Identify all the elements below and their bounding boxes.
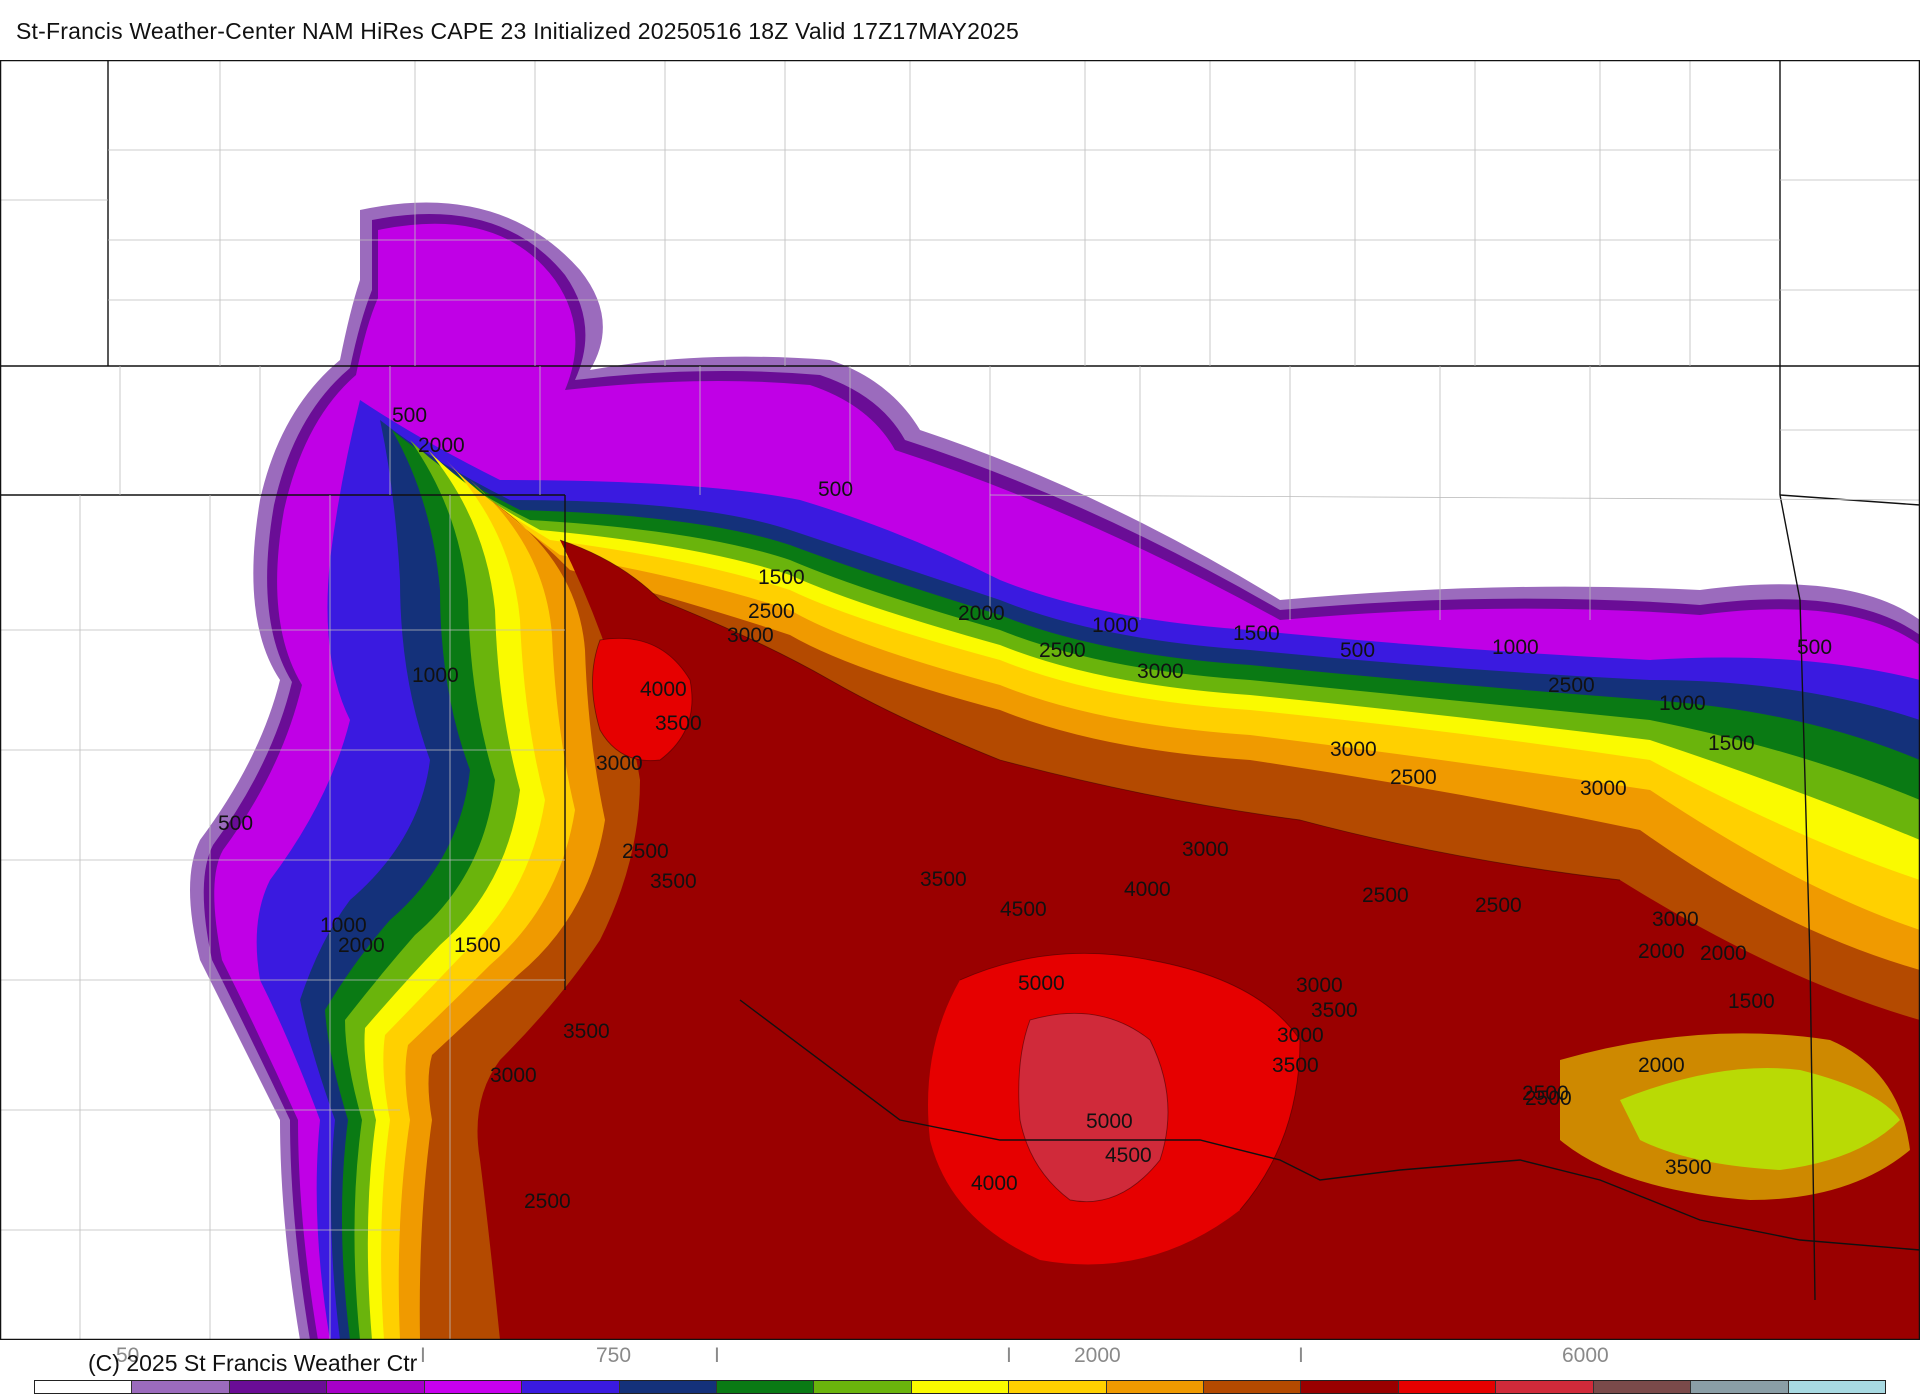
colorbar-swatch <box>522 1381 620 1393</box>
contour-label: 2500 <box>524 1190 571 1213</box>
copyright-text: (C) 2025 St Francis Weather Ctr <box>88 1350 418 1376</box>
contour-label: 1000 <box>412 664 459 687</box>
colorbar-swatch <box>1204 1381 1302 1393</box>
contour-label: 2500 <box>1525 1087 1572 1110</box>
contour-label: 5000 <box>1086 1110 1133 1133</box>
contour-label: 3000 <box>1182 838 1229 861</box>
contour-label: 2500 <box>1522 1082 1569 1105</box>
colorbar-tick: I <box>714 1344 720 1367</box>
colorbar-tick: 6000 <box>1562 1344 1609 1367</box>
contour-label: 2500 <box>1548 674 1595 697</box>
contour-label: 500 <box>218 812 253 835</box>
colorbar-swatch <box>1496 1381 1594 1393</box>
colorbar-swatch <box>1009 1381 1107 1393</box>
contour-label: 2000 <box>1700 942 1747 965</box>
cape-band-3500 <box>477 540 1920 1340</box>
colorbar-tick: I <box>420 1344 426 1367</box>
boundary-lines <box>0 60 1920 1301</box>
colorbar-swatch <box>327 1381 425 1393</box>
contour-label: 1000 <box>320 914 367 937</box>
colorbar-swatch <box>424 1381 523 1393</box>
contour-label: 3500 <box>1665 1156 1712 1179</box>
colorbar-swatch <box>1788 1381 1886 1393</box>
contour-label: 3000 <box>1580 777 1627 800</box>
contour-lines <box>559 539 1621 1211</box>
contour-label: 2000 <box>1638 940 1685 963</box>
contour-label: 5000 <box>1018 972 1065 995</box>
contour-label: 3500 <box>650 870 697 893</box>
contour-label: 4000 <box>971 1172 1018 1195</box>
cape-band-4000-nw <box>592 638 692 761</box>
colorbar-swatch <box>1301 1381 1399 1393</box>
contour-label: 500 <box>1340 639 1375 662</box>
cape-map: 500 2000 1000 1500 2500 3000 4000 3500 5… <box>0 60 1920 1340</box>
colorbar-tick: I <box>1006 1344 1012 1367</box>
contour-label: 2000 <box>418 434 465 457</box>
contour-label: 2500 <box>1039 639 1086 662</box>
colorbar-swatch <box>229 1381 328 1393</box>
contour-label: 3000 <box>727 624 774 647</box>
contour-label: 2500 <box>1390 766 1437 789</box>
contour-label: 2000 <box>1638 1054 1685 1077</box>
contour-label: 1500 <box>454 934 501 957</box>
colorbar-swatch <box>911 1381 1010 1393</box>
contour-label: 1500 <box>1728 990 1775 1013</box>
contour-label: 500 <box>1797 636 1832 659</box>
colorbar-tick: 2000 <box>1074 1344 1121 1367</box>
contour-label: 4000 <box>1124 878 1171 901</box>
cape-fill <box>190 202 1920 1340</box>
contour-label: 1000 <box>1492 636 1539 659</box>
contour-label: 3000 <box>490 1064 537 1087</box>
contour-label: 4500 <box>1000 898 1047 921</box>
contour-label: 2000 <box>958 602 1005 625</box>
contour-label: 500 <box>818 478 853 501</box>
colorbar-swatch <box>619 1381 717 1393</box>
contour-label: 1500 <box>758 566 805 589</box>
colorbar-tick: 50 <box>116 1344 140 1367</box>
contour-label: 3000 <box>1296 974 1343 997</box>
colorbar-swatch <box>35 1381 133 1393</box>
contour-label: 3500 <box>655 712 702 735</box>
colorbar-swatch <box>1106 1381 1205 1393</box>
colorbar-swatch <box>132 1381 230 1393</box>
contour-label: 3500 <box>563 1020 610 1043</box>
contour-label: 3500 <box>920 868 967 891</box>
colorbar-tick: I <box>1298 1344 1304 1367</box>
contour-label: 4500 <box>1105 1144 1152 1167</box>
county-lines <box>0 60 1920 1340</box>
contour-label: 3000 <box>1277 1024 1324 1047</box>
contour-label: 3500 <box>1272 1054 1319 1077</box>
colorbar-swatch <box>716 1381 815 1393</box>
contour-label: 2500 <box>1475 894 1522 917</box>
colorbar-swatch <box>1691 1381 1789 1393</box>
contour-label: 3000 <box>1330 738 1377 761</box>
contour-label: 3000 <box>1652 908 1699 931</box>
colorbar-tick: 750 <box>596 1344 632 1367</box>
colorbar-tick-labels: 50 I 750 I I 2000 I 6000 <box>0 1344 1920 1374</box>
contour-label: 1000 <box>1092 614 1139 637</box>
contour-label: 1500 <box>1233 622 1280 645</box>
cape-band-5000 <box>1018 1013 1168 1202</box>
colorbar-swatch <box>814 1381 912 1393</box>
contour-label: 3500 <box>1311 999 1358 1022</box>
contour-label: 2500 <box>1362 884 1409 907</box>
contour-label: 1500 <box>1708 732 1755 755</box>
contour-label: 2500 <box>622 840 669 863</box>
contour-label: 3000 <box>1137 660 1184 683</box>
contour-label: 2500 <box>748 600 795 623</box>
contour-label: 3000 <box>596 752 643 775</box>
contour-label: 4000 <box>640 678 687 701</box>
contour-label-group: 500 2000 1000 1500 2500 3000 4000 3500 5… <box>218 404 1832 1213</box>
cape-colorbar <box>34 1380 1886 1394</box>
cape-band-2000-east <box>1560 1033 1910 1200</box>
contour-label: 500 <box>392 404 427 427</box>
contour-label: 1000 <box>1659 692 1706 715</box>
contour-label: 2000 <box>338 934 385 957</box>
colorbar-swatch <box>1593 1381 1692 1393</box>
map-title: St-Francis Weather-Center NAM HiRes CAPE… <box>16 18 1020 44</box>
colorbar-swatch <box>1398 1381 1497 1393</box>
